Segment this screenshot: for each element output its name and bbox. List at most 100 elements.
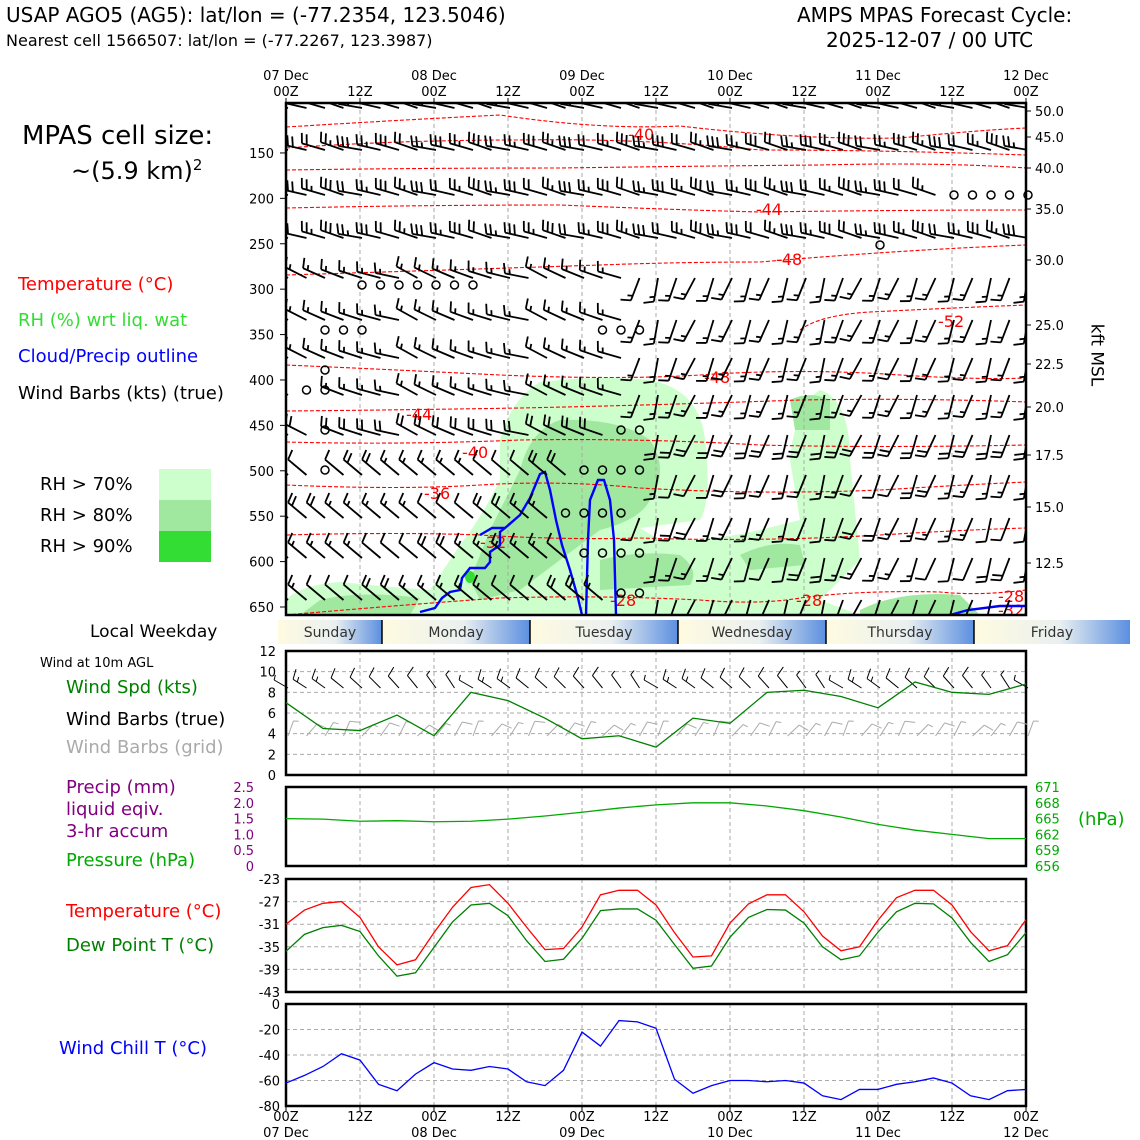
- wind-barb-half: [476, 582, 480, 589]
- height-tick-label: 15.0: [1035, 501, 1064, 516]
- wind-barb-staff: [985, 517, 992, 542]
- wind-barb-staff: [477, 678, 492, 689]
- wind-barb-full: [952, 135, 955, 146]
- legend-temperature: Temperature (°C): [18, 274, 174, 295]
- wind-barb-staff: [543, 309, 566, 321]
- wind-barb-staff: [856, 144, 881, 151]
- wind-barb-staff: [935, 722, 946, 737]
- wind-barb-half: [400, 305, 403, 311]
- wind-barb-staff: [630, 394, 641, 418]
- wind-barb-half: [1013, 674, 1016, 681]
- wind-barbs-upper: [263, 103, 1026, 615]
- wind-barb-full: [788, 450, 799, 454]
- wind-barb-staff: [781, 277, 789, 302]
- height-axis: 50.0 45.0 40.0 35.0 30.0 25.0 22.5 20.0 17.5 15.0…: [1026, 105, 1064, 572]
- height-tick-label: 25.0: [1035, 319, 1064, 334]
- wind-barb-half: [288, 264, 292, 270]
- wind-barb-full: [859, 136, 863, 147]
- wind-barb-full: [885, 668, 891, 679]
- wind-barb-staff: [705, 277, 715, 302]
- wind-barb-full: [513, 181, 516, 192]
- wind-barb-staff: [743, 394, 752, 419]
- wind-barb-staff: [398, 501, 419, 519]
- wind-barb-staff: [302, 309, 326, 321]
- wind-barb-full: [620, 415, 631, 419]
- wind-barb-staff: [942, 675, 955, 689]
- wind-barb-half: [418, 344, 421, 350]
- calm-circle: [394, 280, 404, 290]
- bottom-date-label: 07 Dec: [263, 1126, 309, 1140]
- wind-barb-staff: [796, 277, 807, 301]
- wind-barb-staff: [630, 357, 641, 381]
- wind-barb-full: [809, 580, 821, 584]
- legend-dewpt: Dew Point T (°C): [66, 935, 215, 956]
- wind-barb-staff: [1000, 557, 1011, 581]
- wind-barb-staff: [1004, 232, 1026, 239]
- wind-barb-staff: [886, 394, 900, 417]
- wind-barb-staff: [800, 143, 825, 151]
- wind-barb-staff: [690, 229, 714, 239]
- wind-barb-full: [302, 337, 306, 349]
- y-tick-label: -23: [259, 873, 280, 888]
- wind-barb-half: [458, 674, 461, 681]
- top-hour-label: 00Z: [569, 85, 595, 100]
- weekday-segment: [826, 620, 974, 644]
- wind-barb-full: [395, 297, 400, 309]
- wind-barb-staff: [985, 474, 992, 499]
- wind-barb-staff: [572, 675, 585, 689]
- wind-barb-staff: [758, 357, 770, 381]
- wind-barb-staff: [357, 427, 381, 436]
- wind-barb-staff: [705, 357, 715, 382]
- legend-rh70: RH > 70%: [40, 474, 133, 495]
- calm-circle: [949, 190, 959, 200]
- wind-barb-full: [287, 449, 294, 460]
- wind-barb-staff: [338, 269, 363, 279]
- wind-barb-full: [373, 379, 377, 391]
- wind-barb-staff: [414, 266, 437, 279]
- wind-barb-staff: [777, 675, 788, 689]
- temp-label: -44: [756, 200, 782, 219]
- wind-barb-full: [291, 136, 294, 147]
- wind-barb-full: [379, 532, 386, 543]
- wind-barb-staff: [324, 541, 345, 559]
- wind-barb-staff: [560, 103, 585, 109]
- wind-barb-full: [706, 180, 710, 191]
- wind-barb-full: [730, 180, 733, 191]
- isotherm-minus36: [286, 481, 1026, 493]
- wind-barb-staff: [509, 541, 530, 559]
- wind-barb-staff: [800, 231, 825, 239]
- wind-barb-half: [922, 293, 928, 297]
- wind-barb-staff: [833, 319, 844, 343]
- wind-barb-staff: [682, 434, 696, 457]
- y-tick-label: 671: [1035, 781, 1060, 796]
- wind-barb-staff: [491, 501, 511, 519]
- wind-barb-half: [884, 410, 891, 413]
- calm-circle: [634, 465, 645, 475]
- wind-barb-full: [1002, 223, 1006, 234]
- wind-barb-full: [750, 450, 762, 454]
- wind-barb-full: [914, 494, 926, 498]
- cell-size-value: ~(5.9 km)2: [71, 156, 203, 185]
- isotherm-minus44: [286, 204, 1026, 213]
- wind-barb-full: [975, 380, 987, 384]
- wind-barb-half: [718, 410, 724, 413]
- wind-barb-staff: [667, 517, 678, 541]
- wind-barb-full: [824, 456, 835, 459]
- rh90-swatch: [159, 531, 211, 562]
- wind-barb-staff: [652, 231, 677, 239]
- wind-barb-full: [786, 578, 798, 582]
- wind-barb-staff: [468, 141, 492, 151]
- wind-barb-full: [503, 419, 506, 431]
- wind-barb-staff: [796, 674, 807, 689]
- wind-barb-staff: [357, 270, 381, 279]
- wind-barb-full: [546, 532, 553, 543]
- wind-barb-full: [263, 223, 264, 233]
- wind-barb-full: [439, 535, 445, 547]
- wind-barb-staff: [417, 541, 437, 559]
- wind-barb-staff: [652, 357, 659, 382]
- wind-barb-full: [771, 300, 783, 303]
- top-hour-label: 12Z: [347, 85, 373, 100]
- wind-barb-staff: [579, 426, 603, 436]
- wind-barb-full: [914, 454, 926, 458]
